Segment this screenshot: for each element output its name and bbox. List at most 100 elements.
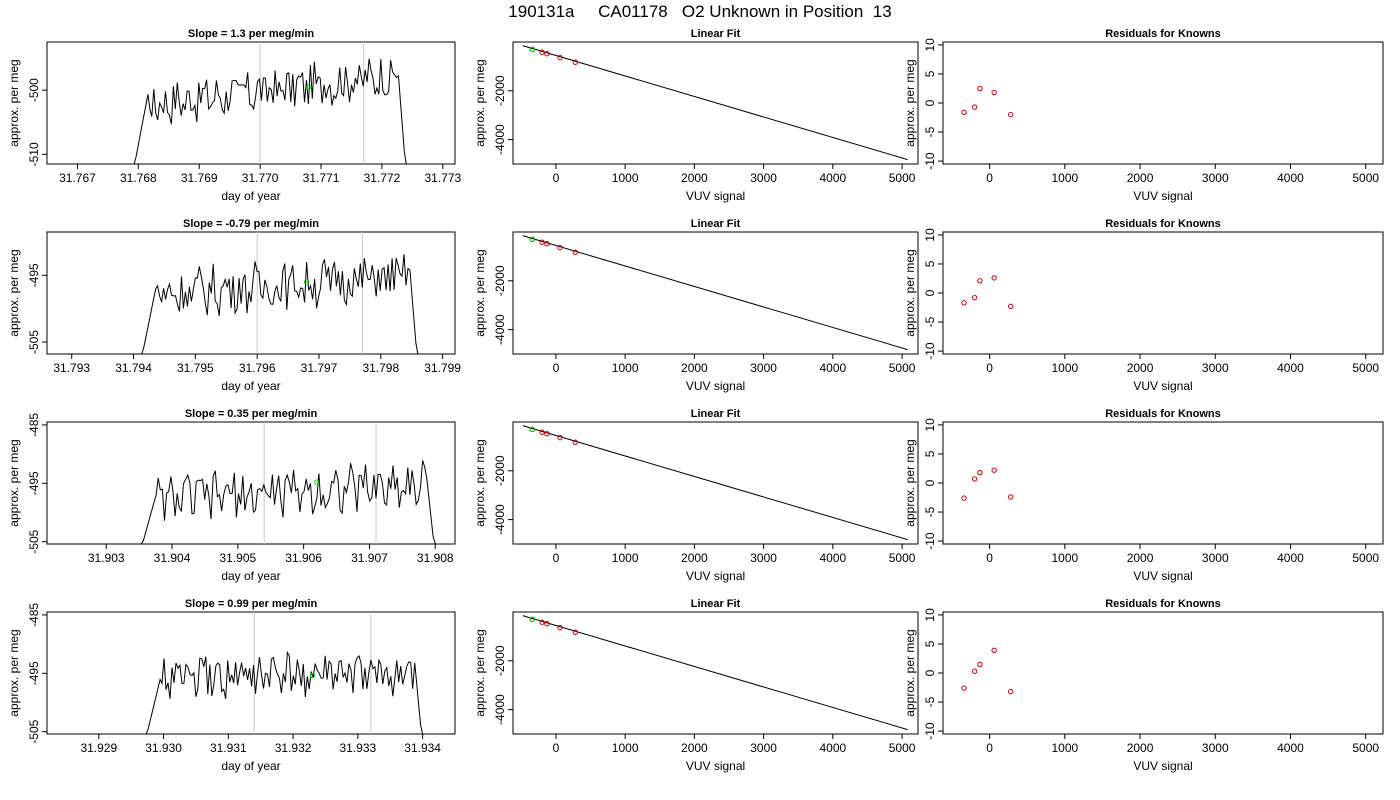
panel-6-y-axis-label: approx. per meg [903,249,917,336]
panel-10-y-tick-label: -485 [27,603,41,627]
panel-6-x-axis-label: VUV signal [1133,379,1192,393]
panel-1-frame [46,41,456,165]
panel-3-y-tick-label: -10 [923,152,937,170]
panel-9-y-tick-label: 5 [923,450,937,457]
panel-9-title: Residuals for Knowns [1105,408,1221,420]
panel-5-title: Linear Fit [691,218,741,230]
panel-10-frame [46,611,456,735]
panel-6-residual-point [971,294,978,301]
panel-1-trace-line [132,58,407,165]
panel-3-title: Residuals for Knowns [1105,28,1221,40]
panel-8-x-tick-label: 0 [553,551,560,565]
panel-5-x-tick-label: 5000 [889,361,916,375]
panel-7-frame [46,421,456,545]
panel-7-unknown-marker [314,479,320,485]
panel-9-y-tick-label: -10 [923,532,937,550]
panel-3-residual-point [961,109,967,115]
panel-11-title: Linear Fit [691,598,741,610]
panel-5-x-tick-label: 0 [553,361,560,375]
panel-2-x-tick-label: 0 [553,171,560,185]
panel-7-x-tick-label: 31.907 [351,551,388,565]
panel-9-y-tick-label: 10 [923,418,937,432]
panel-3-x-tick-label: 4000 [1277,171,1304,185]
panel-4-y-axis-label: approx. per meg [7,249,21,336]
panel-12-frame [942,611,1384,735]
panel-3-y-tick-label: -5 [923,126,937,137]
panel-2-x-tick-label: 4000 [819,171,846,185]
panel-11-y-tick-label: -2000 [493,645,507,676]
panel-9-x-axis-label: VUV signal [1133,569,1192,583]
panel-9-residual-point [977,469,983,476]
panel-5-x-tick-label: 2000 [681,361,708,375]
panel-2-y-axis-label: approx. per meg [473,59,487,146]
panel-1-x-axis-label: day of year [221,189,280,203]
panel-7-trace-line [139,460,436,545]
panel-4-x-tick-label: 31.798 [362,361,399,375]
panel-12-y-tick-label: 10 [923,608,937,622]
panel-11-y-axis-label: approx. per meg [473,629,487,716]
panel-8-y-tick-label: -4000 [493,504,507,535]
panel-11-x-tick-label: 3000 [750,741,777,755]
panel-12-residual-point [977,661,983,667]
panel-12-x-tick-label: 2000 [1127,741,1154,755]
panel-10-y-axis-label: approx. per meg [7,629,21,716]
panel-9-x-tick-label: 0 [986,551,993,565]
panel-4-title: Slope = -0.79 per meg/min [183,218,319,230]
panel-12-title: Residuals for Knowns [1105,598,1221,610]
panel-8-x-tick-label: 5000 [889,551,916,565]
panel-6-x-tick-label: 4000 [1277,361,1304,375]
panel-4-y-tick-label: -505 [27,330,41,354]
panel-8-y-axis-label: approx. per meg [473,439,487,526]
panel-11-unknown-point [529,616,536,623]
panel-10-y-tick-label: -495 [27,661,41,685]
panel-3-residual-point [971,104,978,110]
panel-4-y-tick-label: -495 [27,263,41,287]
panel-2-x-tick-label: 5000 [889,171,916,185]
panel-1-x-tick-label: 31.773 [424,171,461,185]
panel-1-y-axis-label: approx. per meg [7,59,21,146]
panel-12-residual-point [961,685,967,691]
panel-9-x-tick-label: 1000 [1051,551,1078,565]
panel-2-x-tick-label: 3000 [750,171,777,185]
panel-7-x-tick-label: 31.905 [219,551,256,565]
panel-10-x-tick-label: 31.932 [275,741,312,755]
panel-11-fit-line [522,615,908,731]
panel-5-y-tick-label: -4000 [493,314,507,345]
panel-5-unknown-point [529,236,536,243]
panel-3-residual-point [991,89,997,96]
panel-9-x-tick-label: 3000 [1202,551,1229,565]
panel-6-y-tick-label: 0 [923,289,937,296]
panel-11-x-tick-label: 0 [553,741,560,755]
panel-11-frame [512,611,919,735]
panel-1-x-tick-label: 31.768 [120,171,157,185]
panel-4-trace-line [139,254,419,355]
panel-12-x-tick-label: 5000 [1352,741,1379,755]
panel-2-frame [512,41,919,165]
panel-6-x-tick-label: 1000 [1051,361,1078,375]
panel-7-title: Slope = 0.35 per meg/min [185,408,318,420]
panel-3-x-tick-label: 1000 [1051,171,1078,185]
panel-2-title: Linear Fit [691,28,741,40]
panel-8-x-tick-label: 1000 [612,551,639,565]
panel-8-x-axis-label: VUV signal [686,569,745,583]
panel-1-title: Slope = 1.3 per meg/min [188,28,315,40]
panel-2-x-tick-label: 2000 [681,171,708,185]
panel-4-x-tick-label: 31.794 [115,361,152,375]
panel-10-trace-line [144,650,424,735]
panel-12-x-tick-label: 3000 [1202,741,1229,755]
panel-12-y-tick-label: 0 [923,669,937,676]
panel-10-x-tick-label: 31.934 [404,741,441,755]
panel-1-unknown-marker [306,84,312,90]
panel-3-y-tick-label: 0 [923,99,937,106]
panel-9-y-tick-label: 0 [923,479,937,486]
panel-4-x-tick-label: 31.793 [53,361,90,375]
panel-12-x-tick-label: 0 [986,741,993,755]
panel-6-x-tick-label: 3000 [1202,361,1229,375]
panel-5-y-tick-label: -2000 [493,265,507,296]
panel-1-y-tick-label: -500 [27,78,41,102]
panel-12-residual-point [991,647,997,654]
panel-6-residual-point [1007,303,1014,310]
panel-11-known-point [557,624,563,631]
panel-6-y-tick-label: 10 [923,228,937,242]
panel-5-frame [512,231,919,355]
